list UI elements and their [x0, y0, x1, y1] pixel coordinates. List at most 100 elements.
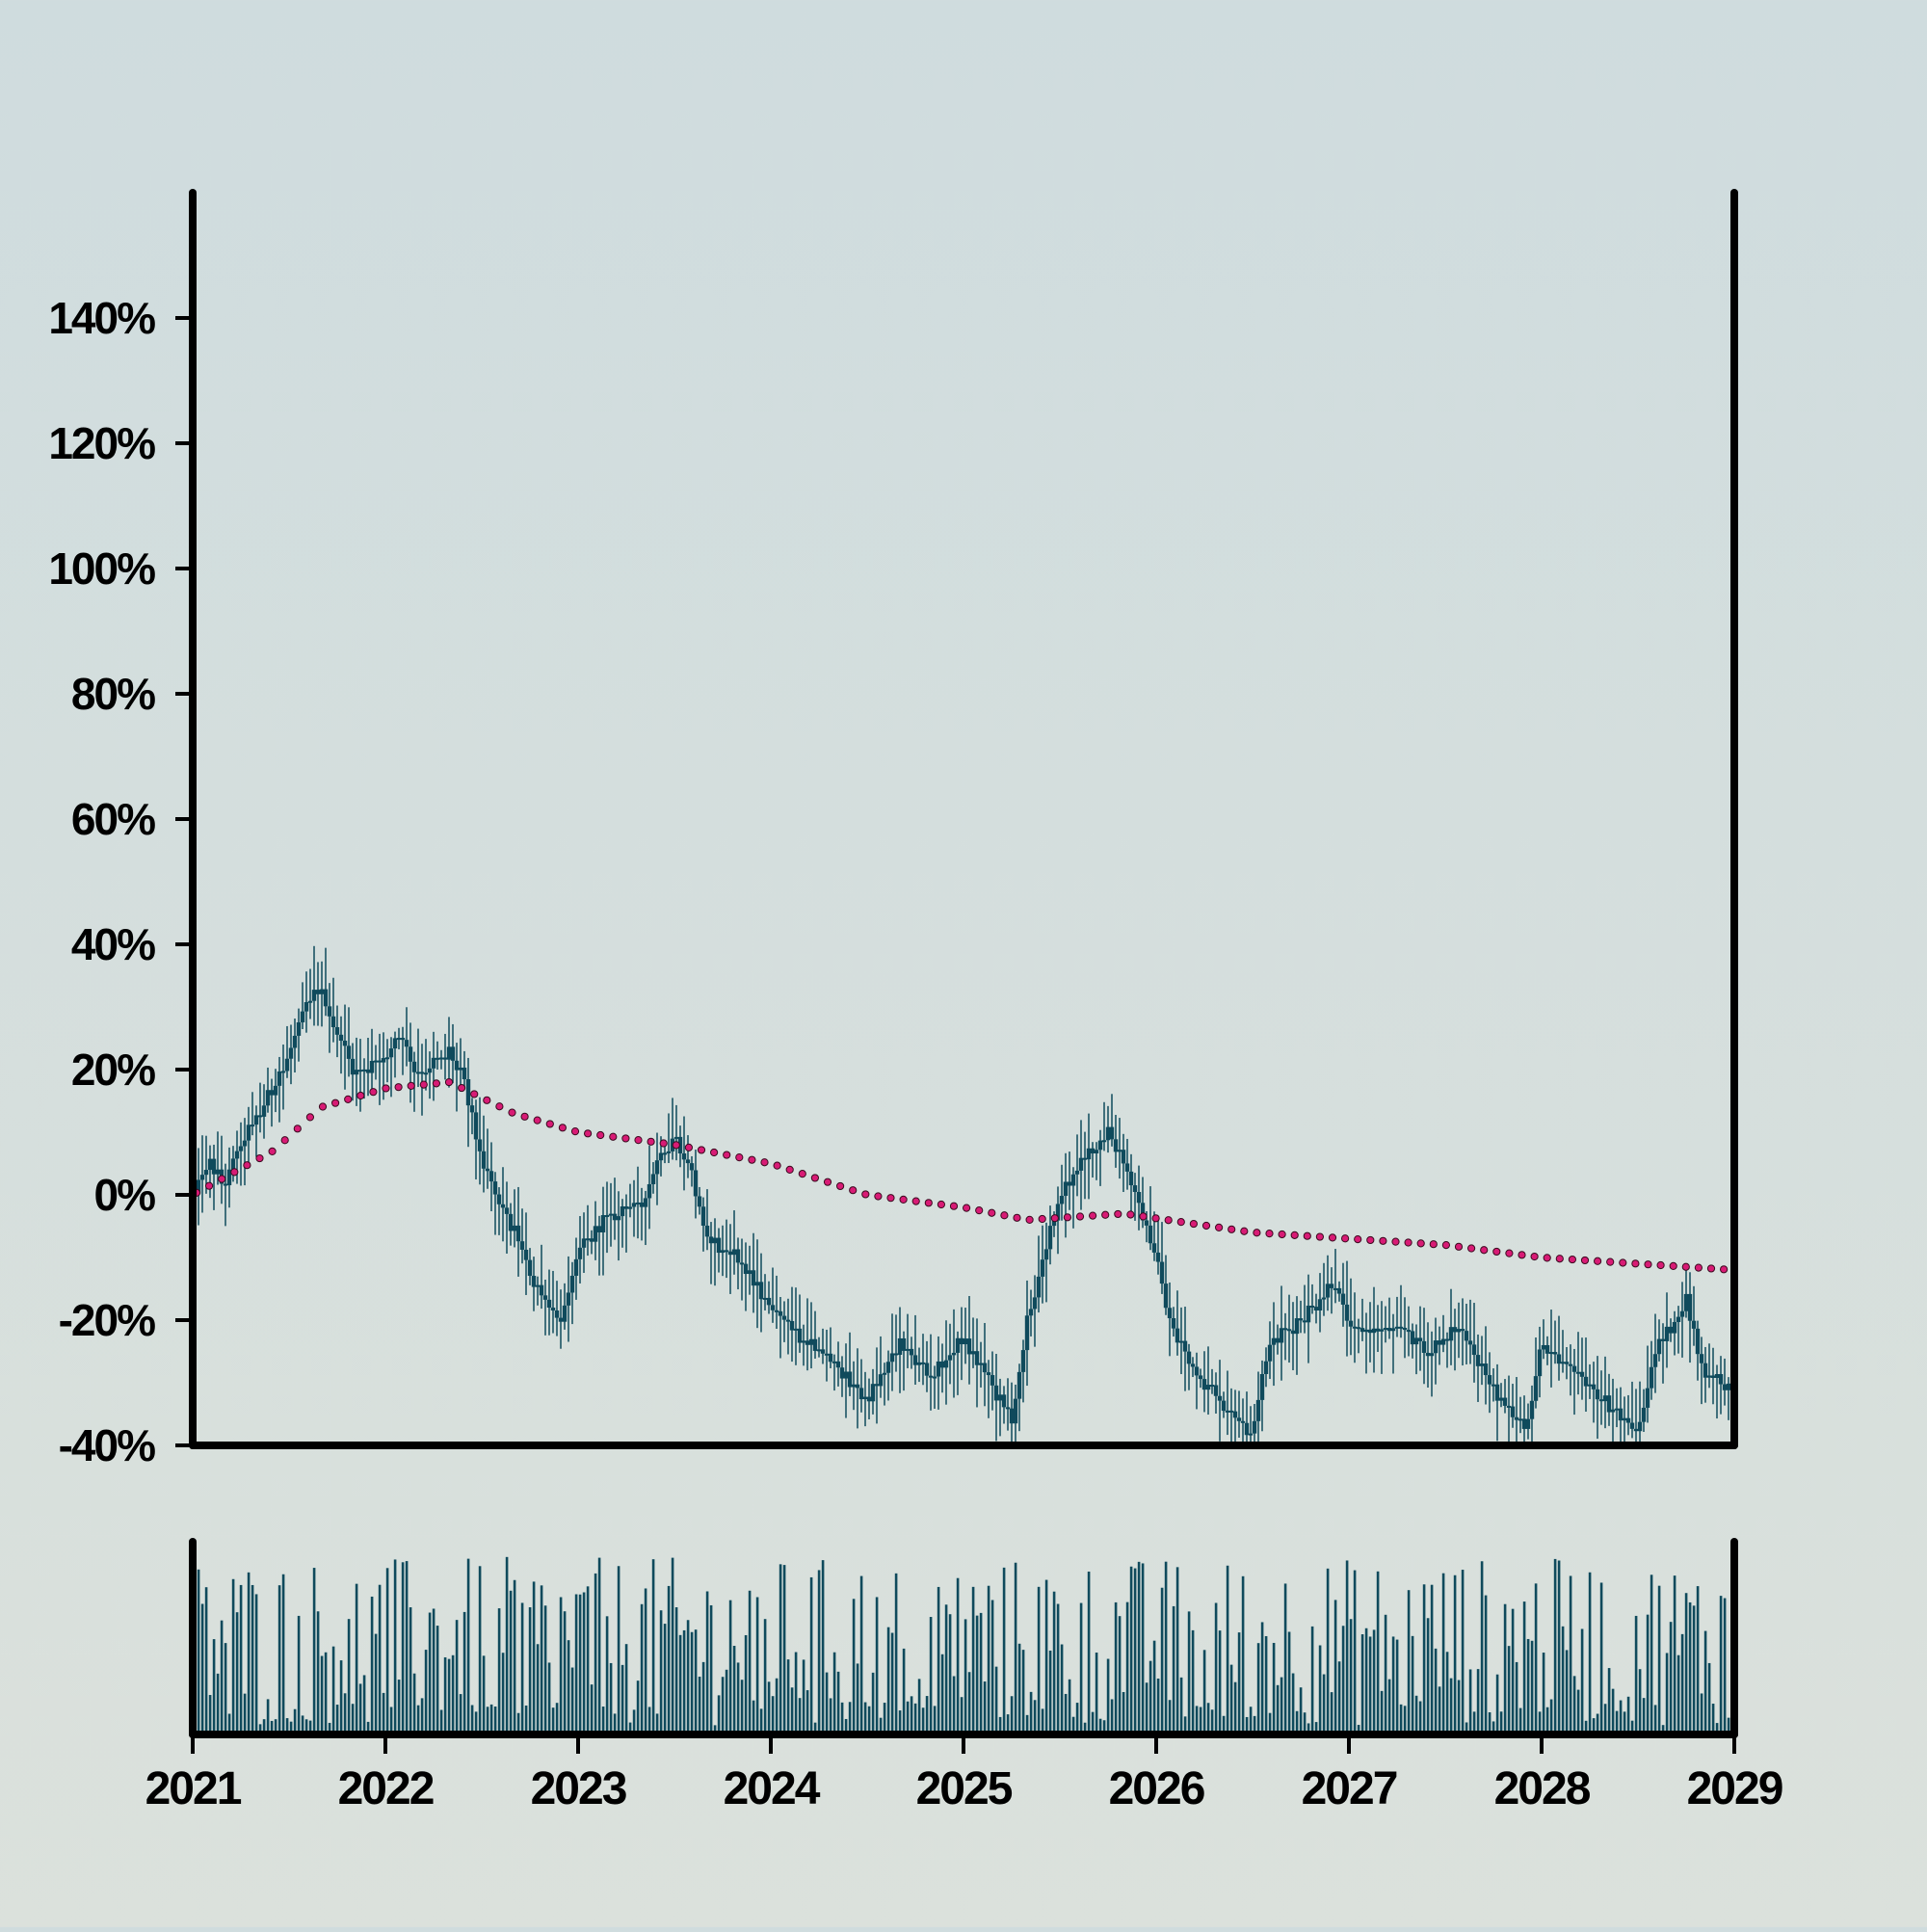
volume-bar	[308, 1720, 312, 1734]
volume-bar	[1152, 1640, 1156, 1734]
volume-bar	[424, 1650, 428, 1734]
volume-bar	[1653, 1705, 1657, 1734]
volume-bar	[964, 1619, 967, 1734]
candle-body	[677, 1136, 683, 1153]
volume-bar	[436, 1626, 439, 1734]
volume-bar	[1353, 1570, 1357, 1734]
volume-bar	[1372, 1629, 1376, 1734]
candle-body	[438, 1057, 444, 1060]
candle-body	[593, 1226, 598, 1242]
candle-body	[997, 1394, 1003, 1401]
volume-bar	[967, 1672, 971, 1734]
volume-bar	[555, 1703, 559, 1734]
volume-bar	[1148, 1660, 1152, 1734]
volume-bar	[1106, 1658, 1110, 1734]
candle-body	[435, 1057, 440, 1060]
volume-bar	[647, 1707, 651, 1734]
volume-bar	[501, 1653, 505, 1734]
volume-bar	[701, 1661, 705, 1734]
volume-bar	[1264, 1635, 1268, 1734]
candle-body	[1363, 1329, 1369, 1333]
volume-bar	[470, 1705, 474, 1734]
candle-body	[1228, 1410, 1234, 1413]
volume-bar	[1407, 1590, 1411, 1734]
volume-bar	[1326, 1568, 1330, 1734]
volume-bar	[1534, 1583, 1538, 1734]
candle-body	[365, 1069, 371, 1073]
candle-body	[812, 1338, 818, 1351]
volume-bar	[382, 1692, 385, 1734]
candle-body	[697, 1196, 702, 1207]
ma-dot	[886, 1194, 895, 1203]
ma-dot	[545, 1120, 554, 1128]
volume-bar	[1572, 1676, 1576, 1734]
volume-bar	[1060, 1644, 1064, 1734]
candle-body	[1575, 1371, 1581, 1374]
candle-body	[1417, 1337, 1423, 1341]
volume-bar	[698, 1677, 701, 1734]
candle-body	[766, 1297, 772, 1306]
candle-body	[608, 1213, 614, 1216]
volume-bar	[1199, 1707, 1202, 1734]
candle-body	[643, 1198, 648, 1207]
candle-body	[781, 1315, 787, 1320]
candle-body	[889, 1353, 895, 1363]
volume-bar	[1253, 1715, 1256, 1734]
candle-body	[1217, 1395, 1223, 1401]
candle-body	[1433, 1340, 1439, 1354]
candle-body	[1259, 1373, 1265, 1400]
candle-body	[1209, 1385, 1215, 1388]
volume-bar	[786, 1659, 790, 1734]
candle-body	[488, 1171, 494, 1182]
volume-bar	[570, 1667, 574, 1734]
candle-body	[523, 1249, 529, 1260]
volume-bar	[301, 1715, 304, 1734]
volume-bar	[393, 1559, 397, 1734]
candle-body	[1094, 1150, 1099, 1154]
ma-dot	[1240, 1227, 1249, 1235]
candle-body	[1706, 1375, 1712, 1378]
volume-bar	[200, 1603, 204, 1734]
y-tick-label: 100%	[48, 543, 155, 594]
candle-body	[1016, 1371, 1022, 1399]
ma-dot	[798, 1170, 806, 1178]
candle-body	[1602, 1395, 1608, 1402]
candle-body	[1359, 1328, 1365, 1333]
candle-body	[970, 1351, 976, 1355]
x-tick-label: 2021	[145, 1763, 242, 1814]
candle-body	[1159, 1261, 1165, 1284]
volume-bar	[1680, 1633, 1684, 1734]
candle-body	[959, 1337, 964, 1345]
candle-body	[924, 1363, 930, 1376]
volume-bar	[1133, 1568, 1137, 1734]
ma-dot	[1025, 1215, 1034, 1224]
volume-bar	[1650, 1575, 1653, 1734]
candle-body	[1325, 1284, 1331, 1298]
volume-bar	[659, 1610, 663, 1734]
ma-dot	[1454, 1242, 1464, 1251]
candle-body	[485, 1168, 490, 1172]
candle-body	[1552, 1352, 1558, 1355]
volume-bar	[1530, 1640, 1534, 1734]
candle-body	[1001, 1394, 1007, 1408]
candle-body	[1622, 1417, 1627, 1421]
volume-bar	[856, 1663, 859, 1734]
candle-body	[1140, 1203, 1146, 1221]
candle-body	[1560, 1362, 1566, 1364]
volume-bar	[1488, 1712, 1491, 1734]
candle-body	[1398, 1326, 1404, 1329]
ma-dot	[773, 1161, 781, 1170]
volume-bar	[1495, 1674, 1499, 1734]
volume-bar	[717, 1695, 721, 1734]
volume-bar	[1048, 1650, 1052, 1734]
volume-bar	[274, 1719, 277, 1734]
volume-bar	[879, 1717, 883, 1734]
candle-body	[604, 1215, 610, 1218]
candle-body	[662, 1152, 668, 1155]
volume-bar	[1457, 1680, 1461, 1734]
volume-bar	[266, 1699, 270, 1734]
candle-body	[751, 1270, 756, 1286]
volume-bar	[1222, 1715, 1226, 1734]
x-tick-label: 2027	[1302, 1763, 1397, 1814]
candle-body	[685, 1159, 691, 1164]
